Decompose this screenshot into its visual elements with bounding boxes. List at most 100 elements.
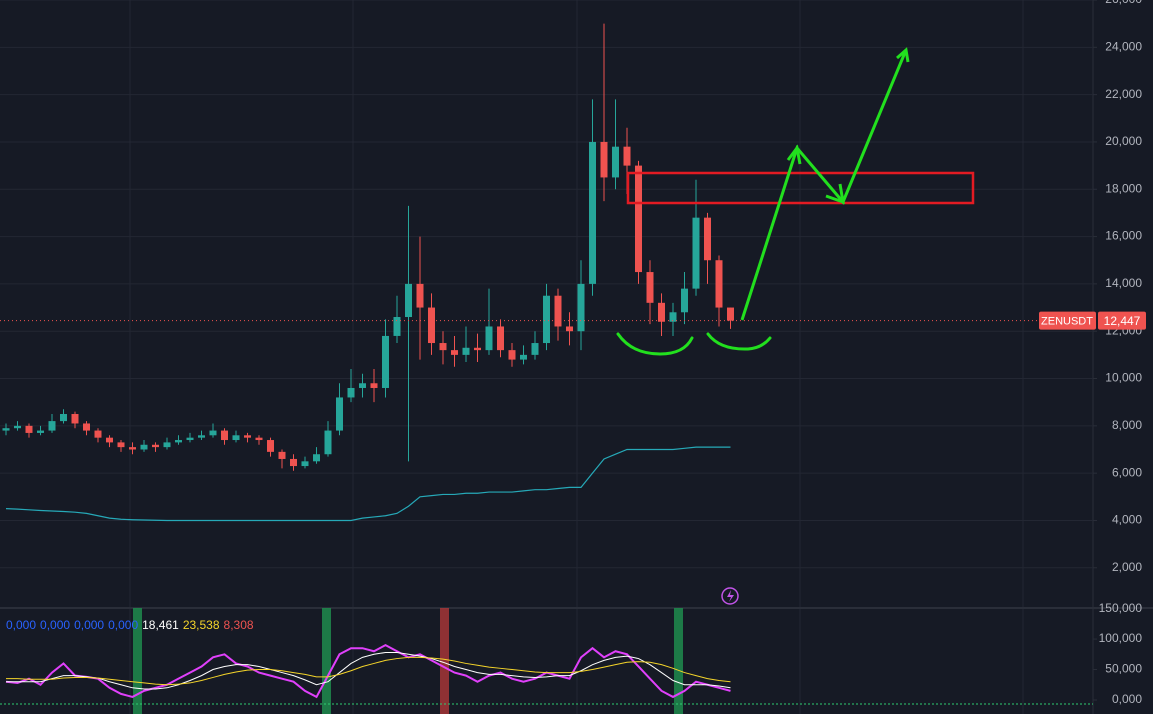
candle-body	[589, 141, 596, 284]
candle-body	[163, 442, 171, 448]
drawings	[616, 47, 975, 356]
candle-body	[347, 387, 355, 398]
candle-body	[393, 317, 401, 336]
candle-body	[520, 354, 527, 360]
candle-body	[60, 414, 67, 422]
candle-body	[267, 440, 274, 452]
y-tick-label: 26,000	[1105, 0, 1142, 6]
candle-body	[566, 326, 573, 332]
candle-body	[186, 437, 194, 441]
candle-body	[140, 444, 148, 450]
candle-body	[290, 458, 297, 467]
y-tick-label: 0,000	[1112, 692, 1142, 706]
signal-bars	[133, 608, 683, 714]
candle-body	[577, 283, 585, 332]
candle-body	[727, 307, 734, 321]
readout-value: 0,000	[74, 618, 104, 632]
candle-body	[83, 423, 90, 431]
vertical-grid	[129, 0, 1024, 714]
candle-body	[255, 437, 263, 441]
y-tick-label: 150,000	[1099, 601, 1143, 615]
candle-body	[2, 428, 10, 431]
candle-body	[301, 461, 309, 467]
overlay-line	[5, 446, 731, 522]
lightning-icon[interactable]	[721, 587, 739, 605]
indicator-line	[6, 651, 731, 690]
y-tick-label: 2,000	[1112, 560, 1142, 574]
candle-body	[646, 272, 654, 303]
readout-value: 0,000	[6, 618, 36, 632]
candle-body	[14, 425, 21, 429]
candle-body	[669, 312, 677, 322]
y-tick-label: 24,000	[1105, 39, 1142, 53]
y-tick-label: 4,000	[1112, 513, 1142, 527]
candle-body	[106, 437, 113, 443]
candle-body	[232, 435, 240, 441]
candle-body	[117, 442, 125, 448]
y-tick-label: 6,000	[1112, 465, 1142, 479]
symbol-label: ZENUSDT	[1041, 316, 1093, 328]
candle-body	[439, 343, 447, 351]
candle-body	[209, 430, 217, 436]
candle-body	[451, 350, 458, 355]
candle-body	[37, 430, 44, 433]
candle-body	[198, 435, 205, 438]
candle-body	[600, 141, 608, 178]
candle-body	[152, 444, 159, 448]
price-label: 12,447	[1104, 314, 1141, 328]
readout-value: 0,000	[40, 618, 70, 632]
candle-body	[428, 307, 435, 344]
candle-body	[531, 343, 539, 355]
candle-body	[336, 397, 343, 431]
y-tick-label: 50,000	[1105, 662, 1142, 676]
readout-value: 18,461	[142, 618, 179, 632]
y-tick-label: 18,000	[1105, 181, 1142, 195]
indicator-line	[6, 656, 731, 686]
candle-body	[278, 451, 286, 459]
candle-body	[370, 383, 378, 388]
indicator-readouts: 0,000 0,000 0,000 0,000 18,461 23,538 8,308	[6, 618, 254, 632]
readout-value: 8,308	[224, 618, 254, 632]
price-tag	[1098, 311, 1146, 330]
candle-body	[129, 447, 136, 450]
candle-body	[635, 165, 642, 273]
candle-body	[554, 295, 562, 327]
candle-body	[623, 146, 631, 166]
candle-body	[48, 421, 56, 431]
candle-body	[359, 383, 366, 388]
y-tick-label: 100,000	[1099, 631, 1143, 645]
candle-body	[612, 146, 619, 178]
candle-body	[485, 326, 493, 351]
candle-body	[704, 217, 711, 261]
candle-body	[462, 347, 470, 355]
y-tick-label: 14,000	[1105, 276, 1142, 290]
candle-body	[681, 288, 688, 313]
candle-body	[405, 283, 412, 318]
candle-body	[221, 430, 228, 441]
candle-body	[692, 217, 700, 289]
symbol-tag	[1039, 311, 1096, 330]
y-tick-label: 16,000	[1105, 229, 1142, 243]
candle-body	[324, 430, 332, 455]
candle-body	[382, 335, 389, 388]
candle-body	[474, 347, 481, 351]
candle-body	[244, 435, 251, 438]
candle-body	[715, 260, 723, 308]
indicator-line	[5, 644, 731, 699]
y-tick-label: 10,000	[1105, 371, 1142, 385]
candle-body	[71, 414, 79, 424]
y-tick-label: 22,000	[1105, 87, 1142, 101]
candle-body	[497, 326, 504, 351]
candle-body	[175, 440, 182, 443]
readout-value: 0,000	[108, 618, 138, 632]
candle-body	[543, 295, 550, 344]
candle-body	[658, 302, 665, 322]
candle-body	[508, 350, 516, 360]
readout-value: 23,538	[183, 618, 220, 632]
candle-body	[313, 454, 320, 462]
candle-body	[94, 430, 102, 438]
y-tick-label: 8,000	[1112, 418, 1142, 432]
candle-body	[25, 425, 33, 433]
